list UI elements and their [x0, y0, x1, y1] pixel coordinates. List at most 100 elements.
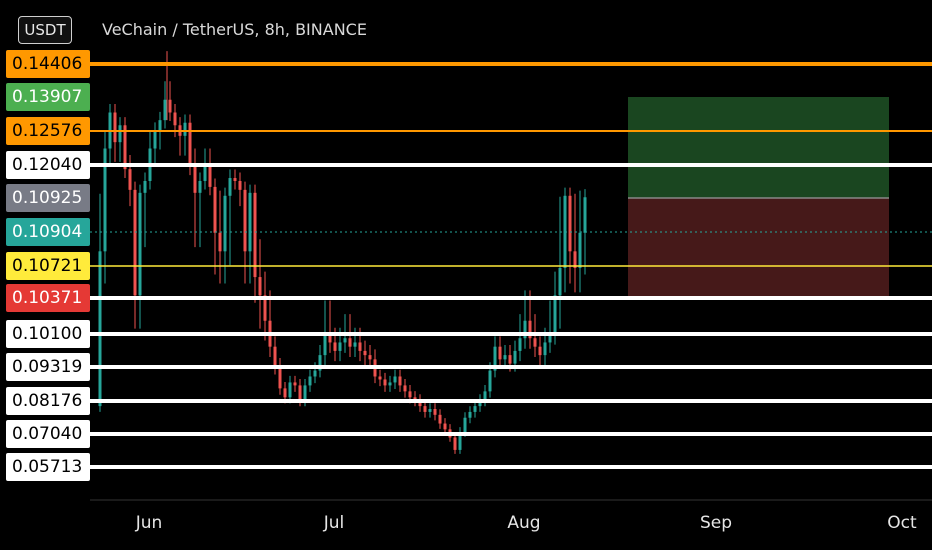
candle-body	[394, 376, 397, 382]
time-label-aug: Aug	[507, 513, 540, 533]
candle-body	[314, 371, 317, 377]
candle-body	[274, 347, 277, 368]
price-label-0.09319: 0.09319	[6, 353, 90, 381]
currency-button[interactable]: USDT	[18, 16, 72, 44]
candle-body	[484, 391, 487, 400]
candle-body	[554, 295, 557, 334]
candle-body	[349, 338, 352, 346]
candle-body	[389, 382, 392, 385]
candle-body	[299, 385, 302, 400]
candle-body	[294, 382, 297, 385]
candle-body	[444, 424, 447, 430]
price-label-0.14406: 0.14406	[6, 50, 90, 78]
candle-body	[189, 123, 192, 166]
price-label-0.13907: 0.13907	[6, 83, 90, 111]
candle-body	[379, 376, 382, 379]
candle-body	[354, 342, 357, 346]
candle-body	[234, 178, 237, 181]
candle-body	[224, 196, 227, 252]
price-label-0.10721: 0.10721	[6, 252, 90, 280]
candle-body	[544, 342, 547, 355]
candle-body	[279, 368, 282, 389]
long-position-box	[628, 97, 889, 298]
price-label-0.10925: 0.10925	[6, 184, 90, 212]
candle-body	[514, 351, 517, 364]
candle-body	[229, 178, 232, 196]
target-zone	[628, 97, 889, 198]
candle-body	[199, 181, 202, 193]
candle-body	[219, 233, 222, 252]
candle-body	[119, 125, 122, 142]
candle-body	[409, 391, 412, 397]
candle-body	[249, 193, 252, 252]
candle-body	[474, 406, 477, 412]
candle-body	[129, 169, 132, 190]
candle-body	[344, 338, 347, 342]
time-label-oct: Oct	[887, 513, 916, 533]
price-label-0.12576: 0.12576	[6, 117, 90, 145]
price-label-0.12040: 0.12040	[6, 151, 90, 179]
candle-body	[134, 190, 137, 295]
candle-body	[439, 415, 442, 424]
candle-body	[289, 382, 292, 397]
candle-body	[404, 385, 407, 391]
candle-body	[569, 196, 572, 252]
candle-body	[254, 193, 257, 277]
candle-body	[429, 409, 432, 412]
candle-body	[324, 334, 327, 355]
price-label-0.05713: 0.05713	[6, 453, 90, 481]
candle-body	[369, 355, 372, 359]
candle-body	[434, 409, 437, 415]
candle-body	[239, 181, 242, 190]
candle-body	[539, 347, 542, 355]
candle-body	[304, 385, 307, 400]
chart-title: VeChain / TetherUS, 8h, BINANCE	[102, 20, 367, 39]
candle-body	[209, 166, 212, 187]
candle-body	[504, 355, 507, 359]
candle-body	[164, 100, 167, 120]
stop-zone	[628, 198, 889, 298]
time-label-sep: Sep	[700, 513, 732, 533]
price-label-0.08176: 0.08176	[6, 387, 90, 415]
candle-body	[399, 376, 402, 385]
candle-body	[309, 376, 312, 385]
candle-body	[174, 113, 177, 126]
candle-body	[454, 437, 457, 449]
candle-body	[424, 406, 427, 412]
candle-body	[99, 251, 102, 406]
candle-body	[334, 342, 337, 350]
price-label-0.10904: 0.10904	[6, 218, 90, 246]
candles	[99, 51, 587, 454]
candle-body	[214, 187, 217, 233]
candle-body	[509, 355, 512, 363]
candle-body	[364, 351, 367, 355]
candle-body	[464, 418, 467, 433]
candle-body	[259, 277, 262, 295]
price-label-0.07040: 0.07040	[6, 420, 90, 448]
time-label-jul: Jul	[324, 513, 345, 533]
time-label-jun: Jun	[136, 513, 163, 533]
candle-body	[384, 379, 387, 385]
candle-body	[579, 233, 582, 268]
candle-body	[519, 338, 522, 351]
candle-body	[159, 120, 162, 130]
candle-body	[184, 123, 187, 136]
candle-body	[169, 100, 172, 113]
candle-body	[154, 130, 157, 148]
candle-body	[144, 181, 147, 193]
candle-body	[194, 166, 197, 193]
price-label-0.10371: 0.10371	[6, 284, 90, 312]
candle-body	[204, 166, 207, 181]
candle-body	[244, 190, 247, 251]
candle-body	[114, 113, 117, 143]
candle-body	[339, 342, 342, 350]
candle-body	[534, 338, 537, 346]
candle-body	[284, 388, 287, 397]
price-label-0.10100: 0.10100	[6, 320, 90, 348]
candle-body	[559, 268, 562, 295]
candle-body	[469, 412, 472, 418]
candle-body	[139, 193, 142, 296]
candle-body	[489, 371, 492, 392]
candle-body	[499, 347, 502, 360]
